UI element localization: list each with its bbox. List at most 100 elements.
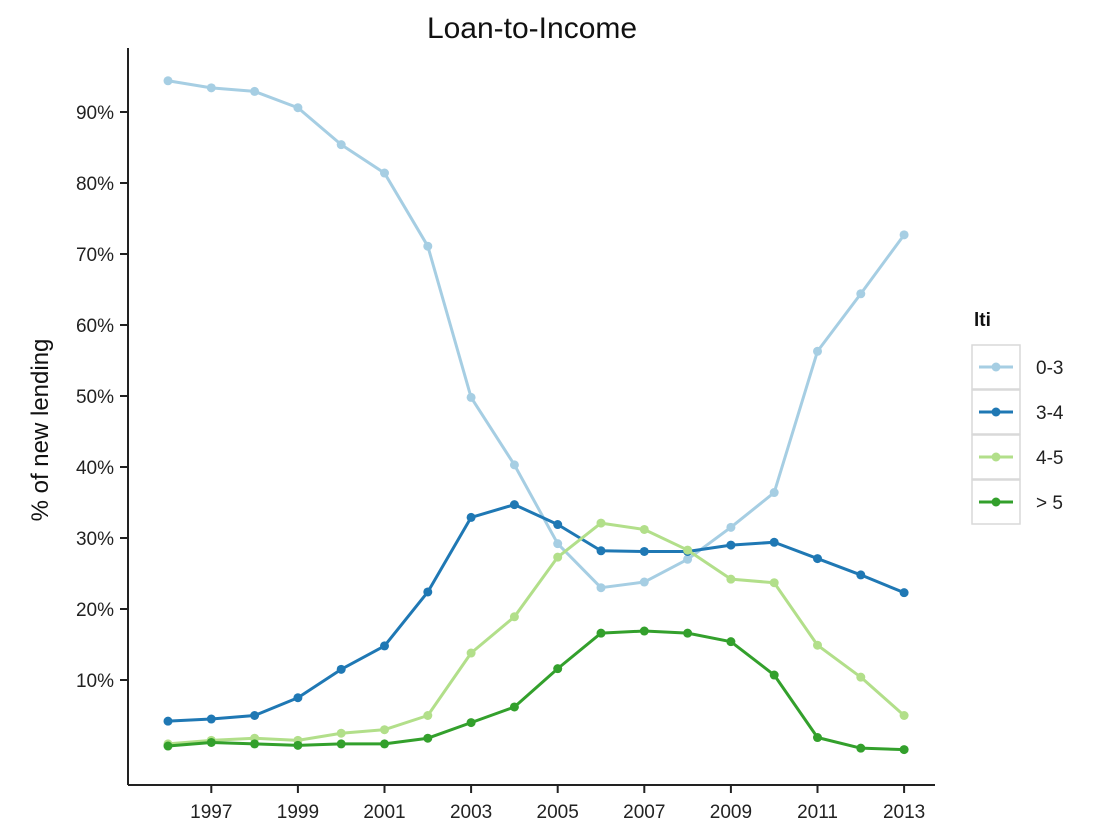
data-point <box>596 628 606 638</box>
data-point <box>509 612 519 622</box>
legend-entry: 3-4 <box>971 389 1064 435</box>
x-tick-label: 2005 <box>537 802 579 823</box>
x-axis-ticks: 1997 1999 2001 2003 2005 2007 2009 2011 2013 <box>190 785 925 823</box>
legend-key-point <box>991 407 1001 417</box>
data-point <box>509 702 519 712</box>
data-point <box>726 540 736 550</box>
data-point <box>553 664 563 674</box>
data-point <box>553 552 563 562</box>
data-point <box>639 577 649 587</box>
legend: lti 0-3 3-4 4-5 > 5 <box>971 310 1064 525</box>
legend-label: 0-3 <box>1036 358 1063 379</box>
data-point <box>639 546 649 556</box>
y-tick-label: 40% <box>76 458 114 479</box>
data-point <box>596 583 606 593</box>
data-point <box>553 520 563 530</box>
data-point <box>380 739 389 749</box>
data-point <box>336 664 346 674</box>
series-3 <box>163 626 909 755</box>
data-point <box>336 728 346 738</box>
data-point <box>899 230 909 240</box>
data-point <box>813 733 822 743</box>
y-tick-label: 70% <box>76 245 114 266</box>
series-layer <box>163 76 909 755</box>
data-point <box>769 578 779 588</box>
data-point <box>466 392 476 402</box>
data-point <box>380 725 389 735</box>
data-point <box>250 739 260 749</box>
data-point <box>596 518 606 528</box>
x-tick-label: 1999 <box>277 802 319 823</box>
y-tick-label: 80% <box>76 174 114 195</box>
data-point <box>813 640 822 650</box>
x-tick-label: 2011 <box>797 802 838 823</box>
data-point <box>639 626 649 636</box>
data-point <box>466 648 476 658</box>
data-point <box>683 554 693 564</box>
y-axis-ticks: 10% 20% 30% 40% 50% 60% 70% 80% 90% <box>76 103 128 692</box>
data-point <box>163 741 173 751</box>
data-point <box>683 545 693 555</box>
data-point <box>769 537 779 547</box>
series-0 <box>163 76 909 593</box>
data-point <box>206 737 216 747</box>
legend-entry: 0-3 <box>971 344 1063 390</box>
x-tick-label: 2009 <box>710 802 752 823</box>
chart-title: Loan-to-Income <box>427 12 637 45</box>
data-point <box>163 76 173 86</box>
series-2 <box>163 518 909 749</box>
y-axis-title: % of new lending <box>27 339 54 522</box>
data-point <box>509 500 519 510</box>
data-point <box>856 672 866 682</box>
data-point <box>163 716 173 726</box>
x-tick-label: 2003 <box>450 802 492 823</box>
data-point <box>423 241 433 251</box>
data-point <box>726 637 736 647</box>
legend-key-point <box>991 452 1001 462</box>
data-point <box>726 522 736 532</box>
data-point <box>769 670 779 680</box>
y-tick-label: 50% <box>76 387 114 408</box>
data-point <box>726 574 736 584</box>
data-point <box>250 86 260 96</box>
legend-entries: 0-3 3-4 4-5 > 5 <box>971 344 1064 525</box>
data-point <box>423 733 433 743</box>
y-tick-label: 10% <box>76 671 114 692</box>
data-point <box>466 512 476 522</box>
series-line <box>166 521 906 746</box>
data-point <box>336 739 346 749</box>
data-point <box>899 745 909 755</box>
legend-entry: > 5 <box>971 479 1063 525</box>
series-line <box>166 79 906 590</box>
x-tick-label: 2001 <box>363 802 405 823</box>
data-point <box>250 711 260 720</box>
series-line <box>166 629 906 752</box>
y-tick-label: 30% <box>76 529 114 550</box>
data-point <box>509 460 519 470</box>
data-point <box>813 554 822 564</box>
data-point <box>683 628 693 638</box>
legend-label: > 5 <box>1036 493 1063 514</box>
data-point <box>813 346 822 356</box>
data-point <box>380 168 389 178</box>
data-point <box>856 570 866 580</box>
data-point <box>206 714 216 724</box>
legend-key-point <box>991 362 1001 372</box>
y-tick-label: 60% <box>76 316 114 337</box>
series-line <box>166 503 906 723</box>
x-tick-label: 1997 <box>190 802 232 823</box>
legend-label: 4-5 <box>1036 448 1063 469</box>
legend-title: lti <box>974 310 991 331</box>
legend-key-point <box>991 497 1001 507</box>
legend-entry: 4-5 <box>971 434 1063 480</box>
data-point <box>856 743 866 753</box>
data-point <box>856 289 866 299</box>
data-point <box>336 140 346 150</box>
data-point <box>639 524 649 534</box>
data-point <box>423 711 433 720</box>
data-point <box>293 693 303 703</box>
data-point <box>899 588 909 598</box>
y-tick-label: 90% <box>76 103 114 124</box>
data-point <box>293 103 303 113</box>
